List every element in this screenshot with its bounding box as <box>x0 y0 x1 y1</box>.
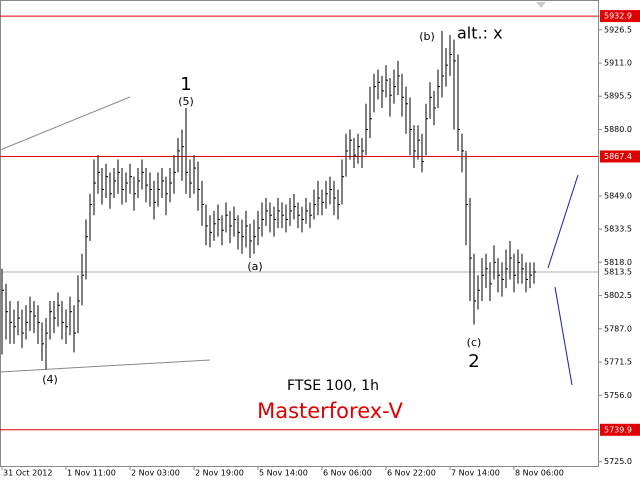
wave-label: 2 <box>468 351 479 372</box>
price-label-box <box>600 266 640 279</box>
chart-title: FTSE 100, 1h <box>287 378 379 394</box>
wave-label: (a) <box>247 260 262 273</box>
shift-marker <box>536 2 546 8</box>
y-tick-label: 5818.0 <box>604 258 632 267</box>
y-tick-label: 5771.5 <box>604 358 632 367</box>
x-tick-label: 5 Nov 14:00 <box>259 469 308 478</box>
trend-line <box>0 359 211 373</box>
watermark: Masterforex-V <box>257 399 403 423</box>
y-tick-label: 5756.0 <box>604 391 632 400</box>
y-tick-label: 5787.0 <box>604 324 632 333</box>
x-tick-label: 31 Oct 2012 <box>3 469 52 478</box>
y-tick-label: 5926.5 <box>604 25 632 34</box>
x-tick-label: 2 Nov 03:00 <box>131 469 180 478</box>
price-label: 5739.9 <box>604 425 632 434</box>
x-tick-label: 1 Nov 11:00 <box>67 469 116 478</box>
y-tick-label: 5725.0 <box>604 457 632 466</box>
x-tick-label: 6 Nov 06:00 <box>323 469 372 478</box>
trend-line <box>0 96 131 151</box>
wave-label: (5) <box>178 95 194 108</box>
wave-label: alt.: x <box>457 24 503 43</box>
price-label-box <box>600 423 640 436</box>
y-tick-label: 5880.0 <box>604 125 632 134</box>
wave-label: (4) <box>42 373 58 386</box>
price-label: 5867.4 <box>604 152 632 161</box>
price-label: 5932.9 <box>604 12 632 21</box>
x-tick-label: 7 Nov 14:00 <box>451 469 500 478</box>
y-tick-label: 5895.5 <box>604 92 632 101</box>
x-tick-label: 8 Nov 06:00 <box>515 469 564 478</box>
y-tick-label: 5833.5 <box>604 225 632 234</box>
projection-line <box>554 286 573 386</box>
y-tick-label: 5911.0 <box>604 59 632 68</box>
x-tick-label: 6 Nov 22:00 <box>387 469 436 478</box>
price-label-box <box>600 10 640 23</box>
wave-label: 1 <box>180 74 191 95</box>
plot-frame <box>0 0 599 467</box>
x-tick-label: 2 Nov 19:00 <box>195 469 244 478</box>
y-tick-label: 5802.5 <box>604 291 632 300</box>
y-tick-label: 5849.0 <box>604 191 632 200</box>
wave-label: (b) <box>419 30 435 43</box>
price-label: 5813.5 <box>604 268 632 277</box>
projection-line <box>547 174 579 269</box>
wave-label: (c) <box>467 336 482 349</box>
price-label-box <box>600 150 640 163</box>
